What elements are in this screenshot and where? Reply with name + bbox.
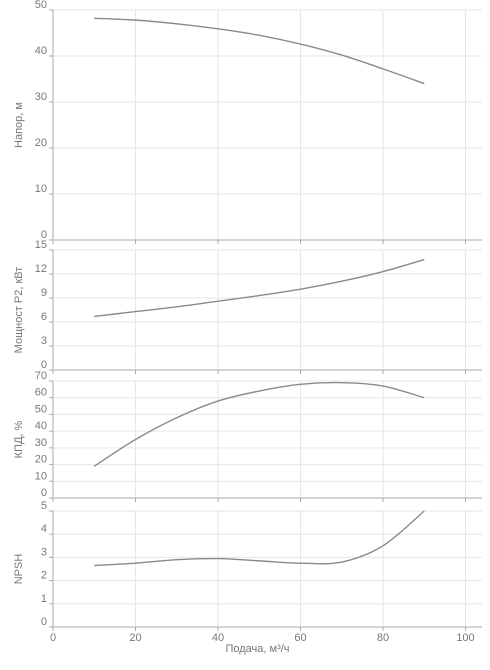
panel-npsh: 0 1 2 3 4 5 NPSH [13, 500, 482, 631]
y-tick-label: 20 [35, 454, 47, 466]
y-axis-label-npsh: NPSH [13, 554, 25, 585]
x-tick-label: 80 [377, 632, 389, 644]
y-tick-label: 20 [35, 137, 47, 149]
y-tick-label: 0 [41, 359, 47, 371]
y-tick-label: 10 [35, 470, 47, 482]
x-axis-label: Подача, м³/ч [225, 643, 289, 655]
y-tick-label: 3 [41, 335, 47, 347]
y-tick-label: 40 [35, 420, 47, 432]
y-tick-label: 4 [41, 523, 47, 535]
y-tick-label: 70 [35, 370, 47, 382]
y-axis-label-head: Напор, м [13, 102, 25, 148]
x-tick-label: 20 [129, 632, 141, 644]
x-tick-label: 60 [294, 632, 306, 644]
panel-head: 0 10 20 30 40 50 Напор, м [13, 0, 482, 244]
series-line-efficiency [93, 381, 425, 467]
y-tick-label: 0 [41, 487, 47, 499]
y-tick-label: 40 [35, 45, 47, 57]
y-axis-label-power: Мощност P2, кВт [13, 267, 25, 354]
y-tick-label: 5 [41, 500, 47, 512]
y-tick-label: 12 [35, 263, 47, 275]
series-line-power [94, 258, 425, 318]
y-tick-label: 60 [35, 387, 47, 399]
x-tick-label: 100 [456, 632, 474, 644]
panel-power: 0 3 6 9 12 15 Мощност P2, кВт [13, 239, 482, 374]
y-tick-label: 50 [35, 0, 47, 11]
panel-efficiency: 0 10 20 30 40 50 60 70 КПД, % [13, 370, 482, 502]
y-tick-label: 10 [35, 183, 47, 195]
y-tick-label: 2 [41, 570, 47, 582]
series-line-npsh [94, 510, 425, 567]
y-tick-label: 3 [41, 546, 47, 558]
y-tick-label: 0 [41, 616, 47, 628]
y-tick-label: 30 [35, 437, 47, 449]
y-tick-label: 15 [35, 239, 47, 251]
x-tick-label: 40 [212, 632, 224, 644]
y-axis-label-efficiency: КПД, % [13, 420, 25, 458]
y-tick-label: 6 [41, 311, 47, 323]
x-tick-label: 0 [50, 632, 56, 644]
y-tick-label: 30 [35, 91, 47, 103]
y-tick-label: 0 [41, 229, 47, 241]
series-line-head [94, 17, 425, 85]
y-tick-label: 50 [35, 403, 47, 415]
y-tick-label: 9 [41, 287, 47, 299]
y-tick-label: 1 [41, 593, 47, 605]
